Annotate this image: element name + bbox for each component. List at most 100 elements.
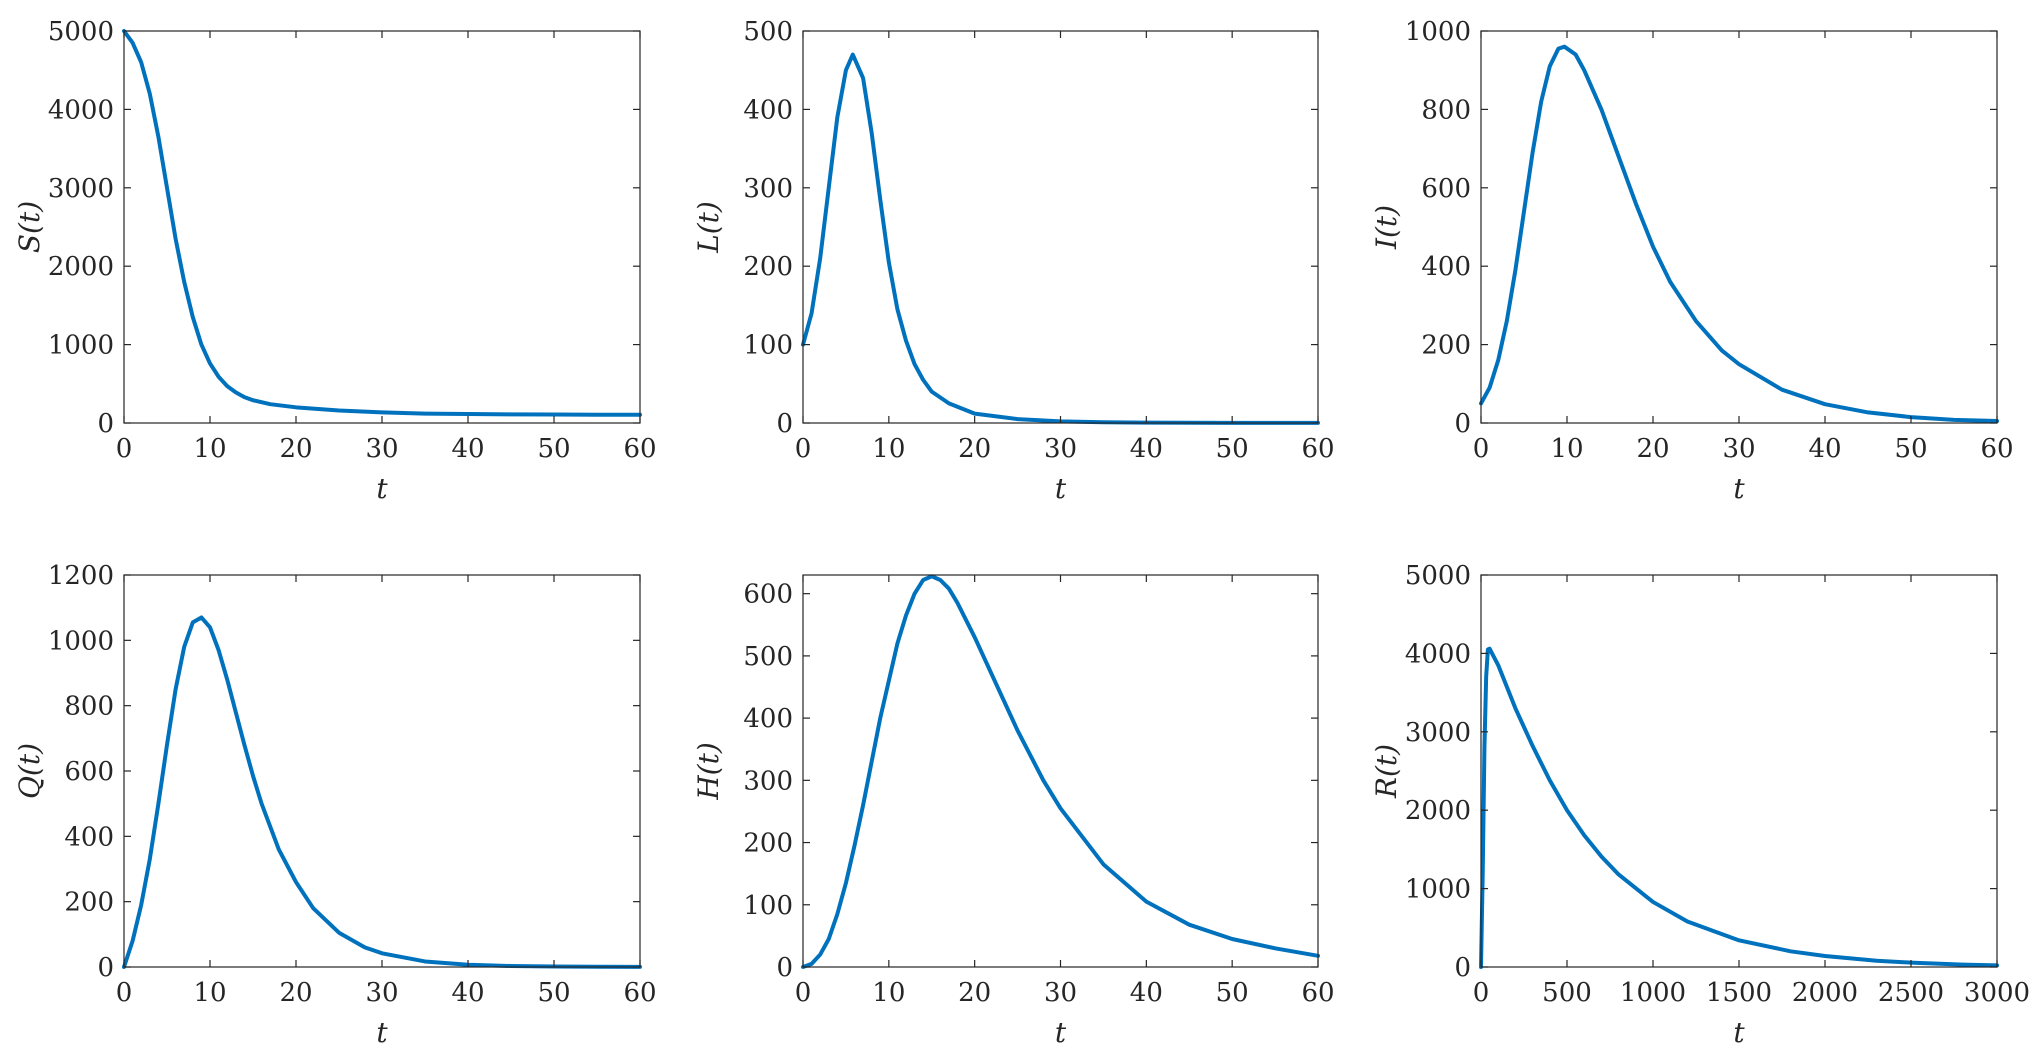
x-tick-label: 60 <box>1301 434 1334 464</box>
axes-frame <box>1480 574 1998 968</box>
series-line <box>801 52 1320 425</box>
x-tick-label: 60 <box>1980 434 2013 464</box>
x-tick-label: 0 <box>1473 978 1490 1008</box>
x-tick-label: 50 <box>537 434 570 464</box>
x-axis-label: t <box>1055 472 1067 505</box>
x-tick-label: 50 <box>537 978 570 1008</box>
series-line <box>1479 44 1999 424</box>
y-tick-label: 5000 <box>48 17 114 47</box>
x-tick-label: 30 <box>1044 978 1077 1008</box>
axes-frame <box>802 574 1319 968</box>
x-tick-label: 20 <box>279 434 312 464</box>
y-tick-label: 200 <box>64 888 114 918</box>
y-tick-label: 200 <box>1421 331 1471 361</box>
y-tick-label: 1200 <box>48 561 114 591</box>
y-tick-label: 100 <box>743 331 793 361</box>
x-tick-label: 50 <box>1216 434 1249 464</box>
x-tick-label: 1000 <box>1620 978 1686 1008</box>
y-tick-label: 300 <box>743 174 793 204</box>
y-tick-label: 0 <box>97 409 114 439</box>
y-tick-label: 0 <box>776 953 793 983</box>
y-tick-label: 800 <box>64 692 114 722</box>
y-tick-label: 1000 <box>1405 17 1471 47</box>
y-tick-label: 400 <box>1421 252 1471 282</box>
y-tick-label: 0 <box>776 409 793 439</box>
x-tick-label: 20 <box>958 978 991 1008</box>
x-tick-label: 50 <box>1216 978 1249 1008</box>
series-line <box>1479 646 1999 969</box>
y-axis-label: Q(t) <box>13 743 46 799</box>
axes-frame <box>123 574 641 968</box>
y-axis-label: L(t) <box>692 201 725 254</box>
x-tick-label: 500 <box>1542 978 1592 1008</box>
x-tick-label: 2000 <box>1792 978 1858 1008</box>
y-tick-label: 1000 <box>48 331 114 361</box>
y-tick-label: 0 <box>1454 409 1471 439</box>
y-axis-label: R(t) <box>1370 744 1403 799</box>
x-tick-label: 0 <box>795 978 812 1008</box>
panel-6: 0 500 1000 1500 2000 2500 3000 0 1000 2000 3000 400… <box>1370 561 2030 1049</box>
x-tick-label: 10 <box>872 978 905 1008</box>
y-tick-label: 800 <box>1421 95 1471 125</box>
y-tick-label: 200 <box>743 829 793 859</box>
x-tick-label: 2500 <box>1878 978 1944 1008</box>
x-tick-label: 30 <box>365 978 398 1008</box>
axes-frame <box>123 30 641 424</box>
x-tick-label: 60 <box>623 978 656 1008</box>
y-tick-label: 2000 <box>48 252 114 282</box>
y-tick-label: 300 <box>743 766 793 796</box>
y-tick-label: 600 <box>743 580 793 610</box>
series-line <box>122 615 642 969</box>
x-tick-label: 3000 <box>1964 978 2030 1008</box>
x-tick-label: 0 <box>116 978 133 1008</box>
y-tick-label: 400 <box>743 95 793 125</box>
x-axis-label: t <box>1733 472 1745 505</box>
x-tick-label: 40 <box>1130 978 1163 1008</box>
x-tick-label: 30 <box>1044 434 1077 464</box>
x-tick-label: 20 <box>958 434 991 464</box>
x-tick-label: 40 <box>451 978 484 1008</box>
y-tick-label: 4000 <box>48 95 114 125</box>
y-axis-label: I(t) <box>1370 205 1403 250</box>
x-tick-label: 60 <box>623 434 656 464</box>
x-tick-label: 30 <box>365 434 398 464</box>
x-tick-label: 20 <box>1636 434 1669 464</box>
x-axis-label: t <box>376 472 388 505</box>
x-tick-label: 20 <box>279 978 312 1008</box>
y-tick-label: 2000 <box>1405 796 1471 826</box>
x-tick-label: 10 <box>1550 434 1583 464</box>
y-tick-label: 1000 <box>48 626 114 656</box>
x-tick-label: 10 <box>872 434 905 464</box>
x-tick-label: 10 <box>193 434 226 464</box>
x-axis-label: t <box>376 1016 388 1049</box>
panel-2: 0 10 20 30 40 50 60 0 100 200 300 400 500 t L(t) <box>692 17 1335 505</box>
y-tick-label: 4000 <box>1405 639 1471 669</box>
x-tick-label: 40 <box>1130 434 1163 464</box>
y-tick-label: 3000 <box>48 174 114 204</box>
series-line <box>801 574 1320 969</box>
x-tick-label: 60 <box>1301 978 1334 1008</box>
y-tick-label: 0 <box>97 953 114 983</box>
x-tick-label: 0 <box>116 434 133 464</box>
x-tick-label: 1500 <box>1706 978 1772 1008</box>
x-axis-label: t <box>1733 1016 1745 1049</box>
panel-1: 0 10 20 30 40 50 60 0 1000 2000 3000 4000 5000 t S(t) <box>13 17 657 505</box>
y-tick-label: 3000 <box>1405 718 1471 748</box>
series-line <box>122 29 642 417</box>
x-axis-label: t <box>1055 1016 1067 1049</box>
x-tick-label: 10 <box>193 978 226 1008</box>
x-tick-label: 30 <box>1722 434 1755 464</box>
y-tick-label: 500 <box>743 17 793 47</box>
y-tick-label: 1000 <box>1405 875 1471 905</box>
x-tick-label: 0 <box>795 434 812 464</box>
y-tick-label: 500 <box>743 642 793 672</box>
y-axis-label: H(t) <box>692 742 725 801</box>
x-tick-label: 40 <box>451 434 484 464</box>
x-tick-label: 0 <box>1473 434 1490 464</box>
y-tick-label: 400 <box>64 822 114 852</box>
y-tick-label: 200 <box>743 252 793 282</box>
axes-frame <box>802 30 1319 424</box>
